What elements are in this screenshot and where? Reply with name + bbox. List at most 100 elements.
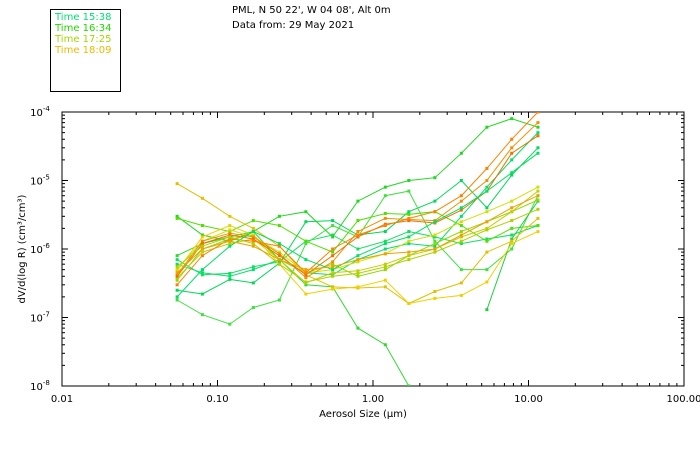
series-point [251, 226, 255, 230]
series-point [536, 121, 540, 125]
series-point [356, 285, 360, 289]
x-tick-label: 0.01 [51, 394, 73, 405]
series-point [277, 252, 281, 256]
series-point [200, 235, 204, 239]
series-point [383, 242, 387, 246]
series-point [277, 262, 281, 266]
series-point [536, 112, 540, 114]
series-point [407, 210, 411, 214]
series-point [536, 185, 540, 189]
series-point [459, 224, 463, 228]
series-point [277, 224, 281, 228]
series-point [510, 233, 514, 237]
series-point [356, 199, 360, 203]
series-point [510, 242, 514, 246]
series-point [407, 250, 411, 254]
legend-box: Time 15:38 Time 16:34 Time 17:25 Time 18… [50, 9, 121, 92]
series-point [536, 194, 540, 198]
series-point [433, 289, 437, 293]
series-point [356, 219, 360, 223]
series-point [277, 254, 281, 258]
series-point [228, 233, 232, 237]
y-tick-label: 10-4 [30, 105, 50, 119]
series-point [175, 268, 179, 272]
series-point [356, 230, 360, 234]
series-point [407, 302, 411, 306]
series-point [175, 254, 179, 258]
series-point [433, 199, 437, 203]
series-point [251, 305, 255, 309]
series-point [485, 206, 489, 210]
series-point [356, 235, 360, 239]
series-point [175, 214, 179, 218]
series-point [356, 260, 360, 264]
series-point [304, 242, 308, 246]
series-point [459, 239, 463, 243]
series-point [459, 281, 463, 285]
series-point [304, 258, 308, 262]
series-point [331, 260, 335, 264]
series-point [228, 237, 232, 241]
series-point [304, 280, 308, 284]
y-tick-label: 10-8 [30, 379, 50, 393]
series-point [510, 117, 514, 121]
series-line-s4 [176, 190, 539, 325]
series-point [407, 239, 411, 243]
series-point [485, 189, 489, 193]
series-point [331, 268, 335, 272]
series-point [383, 285, 387, 289]
series-point [175, 258, 179, 262]
series-point [407, 219, 411, 223]
series-point [228, 242, 232, 246]
series-point [277, 214, 281, 218]
series-point [200, 196, 204, 200]
series-point [251, 281, 255, 285]
series-point [251, 233, 255, 237]
series-point [304, 210, 308, 214]
date-text: Data from: 29 May 2021 [232, 20, 355, 31]
series-point [228, 224, 232, 228]
series-point [383, 268, 387, 272]
series-point [485, 239, 489, 243]
series-point [485, 280, 489, 284]
series-point [485, 308, 489, 312]
series-point [433, 239, 437, 243]
series-point [485, 228, 489, 232]
series-point [433, 247, 437, 251]
series-point [277, 298, 281, 302]
series-point [228, 228, 232, 232]
series-point [304, 239, 308, 243]
series-point [277, 250, 281, 254]
series-point [356, 247, 360, 251]
series-point [383, 262, 387, 266]
series-point [510, 171, 514, 175]
series-point [251, 230, 255, 234]
series-point [510, 239, 514, 243]
series-point [251, 242, 255, 246]
series-point [459, 208, 463, 212]
series-point [200, 292, 204, 296]
series-point [175, 271, 179, 275]
series-point [356, 271, 360, 275]
y-tick-label: 10-6 [30, 242, 50, 256]
series-point [383, 265, 387, 269]
series-point [356, 254, 360, 258]
x-tick-label: 100.00 [667, 394, 700, 405]
series-point [459, 194, 463, 198]
series-point [331, 265, 335, 269]
series-point [228, 239, 232, 243]
x-axis-label: Aerosol Size (μm) [319, 409, 407, 420]
series-point [251, 265, 255, 269]
series-point [331, 262, 335, 266]
series-point [251, 268, 255, 272]
series-point [200, 313, 204, 317]
series-point [175, 276, 179, 280]
series-point [331, 250, 335, 254]
series-line-s7 [176, 230, 410, 386]
series-point [485, 268, 489, 272]
series-point [175, 182, 179, 186]
series-point [356, 269, 360, 273]
series-point [510, 199, 514, 203]
x-tick-label: 0.10 [206, 394, 228, 405]
